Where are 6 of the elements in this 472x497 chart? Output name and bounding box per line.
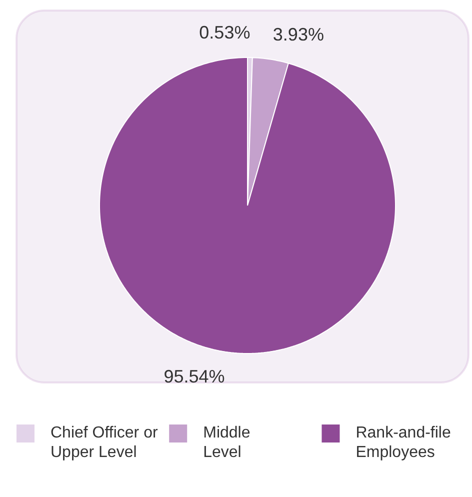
data-label: 3.93% (272, 24, 324, 45)
data-label: 95.54% (164, 366, 225, 387)
legend-label: Chief Officer or Upper Level (50, 424, 158, 462)
data-label: 0.53% (199, 22, 250, 43)
legend-label: Middle Level (203, 424, 250, 462)
legend-label: Rank-and-file Employees (356, 424, 451, 462)
